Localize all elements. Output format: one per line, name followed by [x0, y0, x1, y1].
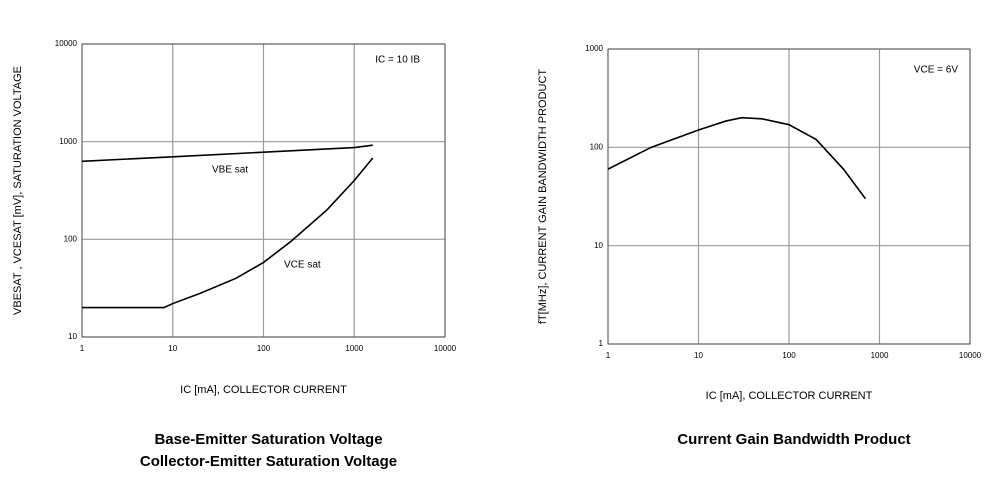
y-tick-label: 100 — [590, 142, 604, 151]
data-line — [82, 157, 374, 309]
x-tick-label: 1 — [606, 351, 611, 360]
x-tick-label: 100 — [782, 351, 796, 360]
x-axis-label: IC [mA], COLLECTOR CURRENT — [706, 390, 873, 402]
annotation: VBE sat — [212, 165, 248, 176]
y-axis-label: VBESAT , VCESAT [mV], SATURATION VOLTAGE — [12, 66, 24, 315]
x-tick-label: 10 — [168, 344, 177, 353]
y-tick-label: 1000 — [59, 137, 77, 146]
x-tick-label: 10000 — [959, 351, 982, 360]
x-tick-label: 10 — [694, 351, 703, 360]
x-tick-label: 100 — [257, 344, 271, 353]
annotation: VCE = 6V — [914, 65, 959, 76]
chart-title: Base-Emitter Saturation Voltage — [154, 431, 382, 448]
x-axis-label: IC [mA], COLLECTOR CURRENT — [180, 384, 347, 396]
y-tick-label: 10 — [594, 241, 603, 250]
x-tick-label: 1 — [80, 344, 85, 353]
chart-title: Collector-Emitter Saturation Voltage — [140, 453, 397, 470]
x-tick-label: 10000 — [434, 344, 457, 353]
y-tick-label: 1 — [599, 339, 604, 348]
y-tick-label: 10000 — [55, 39, 78, 48]
chart-title: Current Gain Bandwidth Product — [677, 431, 910, 448]
y-tick-label: 100 — [64, 234, 78, 243]
plot-frame — [81, 43, 446, 338]
annotation: IC = 10 IB — [375, 55, 420, 66]
x-tick-label: 1000 — [871, 351, 889, 360]
annotation: VCE sat — [284, 260, 321, 271]
x-tick-label: 1000 — [345, 344, 363, 353]
y-tick-label: 1000 — [585, 44, 603, 53]
y-tick-label: 10 — [68, 332, 77, 341]
plot-frame — [607, 48, 971, 345]
data-line — [607, 116, 867, 200]
data-line — [81, 144, 373, 163]
y-axis-label: fT[MHz], CURRENT GAIN BANDWIDTH PRODUCT — [537, 69, 549, 325]
